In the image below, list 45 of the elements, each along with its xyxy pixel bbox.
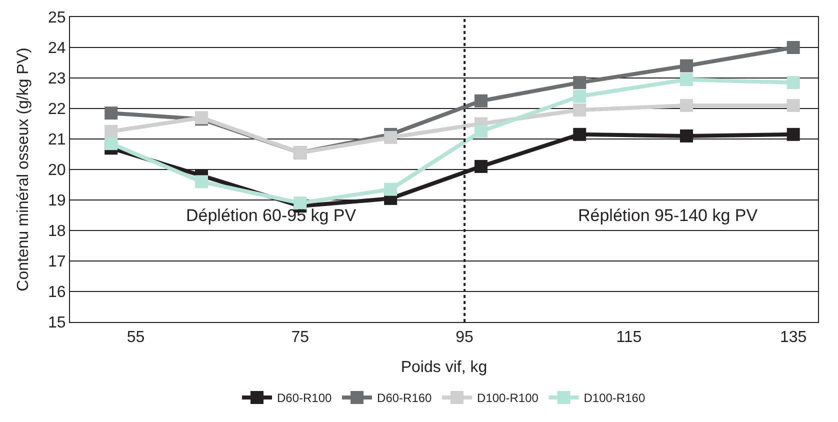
legend-label: D60-R100	[277, 391, 332, 406]
y-tick-label: 23	[48, 70, 66, 88]
y-tick-label: 25	[48, 10, 66, 27]
x-tick-label: 115	[616, 329, 642, 346]
x-tick-label: 135	[780, 329, 807, 346]
point	[104, 137, 118, 150]
point	[680, 73, 693, 86]
point	[786, 76, 800, 90]
legend-label: D60-R160	[377, 391, 432, 406]
point	[786, 41, 800, 54]
point	[680, 59, 693, 72]
point	[680, 98, 693, 112]
x-tick-label: 95	[456, 329, 474, 346]
point	[786, 98, 800, 112]
point	[474, 124, 488, 138]
point	[573, 90, 586, 103]
point	[573, 76, 586, 90]
point	[195, 175, 208, 188]
point	[104, 124, 118, 138]
point	[294, 196, 307, 210]
y-tick-label: 17	[48, 254, 66, 271]
y-axis-title: Contenu minéral osseux (g/kg PV)	[14, 48, 32, 292]
y-tick-label: 20	[48, 162, 66, 180]
y-tick-label: 15	[48, 314, 66, 332]
annotation: Réplétion 95-140 kg PV	[578, 206, 758, 225]
point	[573, 104, 586, 117]
x-tick-label: 75	[291, 329, 310, 346]
y-tick-label: 24	[48, 40, 66, 58]
point	[573, 128, 586, 141]
y-tick-label: 22	[48, 101, 66, 118]
point	[384, 130, 398, 144]
legend-label: D100-R100	[477, 391, 539, 406]
y-tick-label: 21	[48, 132, 66, 149]
point	[680, 129, 693, 142]
x-tick-label: 55	[126, 329, 145, 346]
point	[474, 160, 488, 173]
y-tick-label: 19	[48, 192, 66, 210]
point	[384, 182, 398, 196]
y-tick-label: 16	[48, 284, 66, 302]
y-tick-label: 18	[48, 223, 66, 240]
point	[786, 128, 800, 141]
point	[104, 106, 118, 120]
x-axis-title: Poids vif, kg	[400, 358, 488, 376]
point	[474, 94, 488, 108]
legend-label: D100-R160	[584, 391, 646, 406]
